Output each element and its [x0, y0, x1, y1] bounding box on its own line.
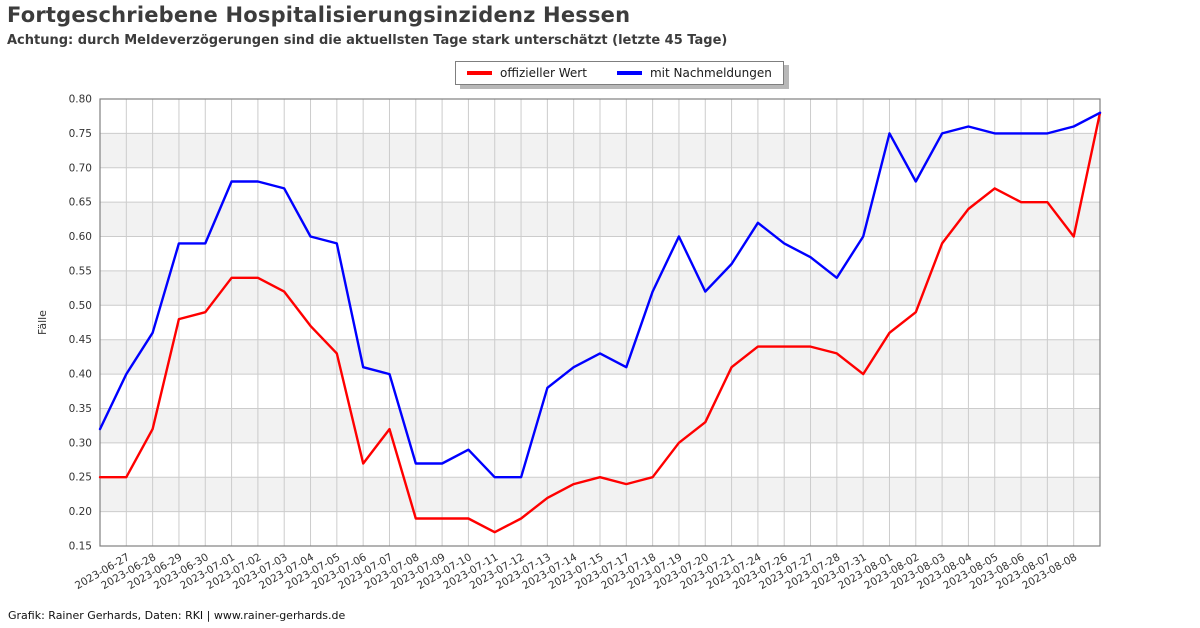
svg-text:0.65: 0.65	[69, 197, 92, 209]
svg-text:0.45: 0.45	[69, 334, 92, 346]
svg-text:0.40: 0.40	[69, 369, 92, 381]
legend-item-mit-nachmeldungen: mit Nachmeldungen	[616, 66, 772, 80]
svg-text:0.35: 0.35	[69, 403, 92, 415]
legend-item-offizieller-wert: offizieller Wert	[467, 66, 587, 80]
series-line-offizieller-wert	[98, 111, 1102, 534]
svg-text:0.15: 0.15	[69, 541, 92, 553]
svg-text:0.80: 0.80	[69, 94, 92, 106]
plot-border	[99, 98, 1101, 547]
red-line-swatch-icon	[467, 71, 492, 75]
svg-text:0.25: 0.25	[69, 472, 92, 484]
svg-text:0.60: 0.60	[69, 231, 92, 243]
legend-label: offizieller Wert	[500, 66, 587, 80]
page-title: Fortgeschriebene Hospitalisierungsinzide…	[7, 3, 631, 27]
blue-line-swatch-icon	[616, 71, 642, 75]
svg-text:0.70: 0.70	[69, 162, 92, 174]
legend-label: mit Nachmeldungen	[649, 66, 772, 80]
chart-footer: Grafik: Rainer Gerhards, Daten: RKI | ww…	[8, 609, 346, 622]
x-tick-labels: 2023-06-272023-06-282023-06-292023-06-30…	[73, 551, 1079, 592]
series-line-mit-nachmeldungen	[98, 111, 1102, 479]
svg-text:0.30: 0.30	[69, 437, 92, 449]
svg-text:0.75: 0.75	[69, 128, 92, 140]
y-axis-label: Fälle	[36, 310, 49, 335]
svg-text:0.50: 0.50	[69, 300, 92, 312]
legend: offizieller Wert mit Nachmeldungen	[455, 61, 784, 85]
gridlines	[99, 98, 1101, 547]
svg-text:0.55: 0.55	[69, 265, 92, 277]
y-tick-labels: 0.15 0.20 0.25 0.30 0.35 0.40 0.45 0.50 0.55 0.60…	[69, 94, 92, 553]
svg-text:0.20: 0.20	[69, 506, 92, 518]
chart-subtitle: Achtung: durch Meldeverzögerungen sind d…	[7, 33, 728, 48]
